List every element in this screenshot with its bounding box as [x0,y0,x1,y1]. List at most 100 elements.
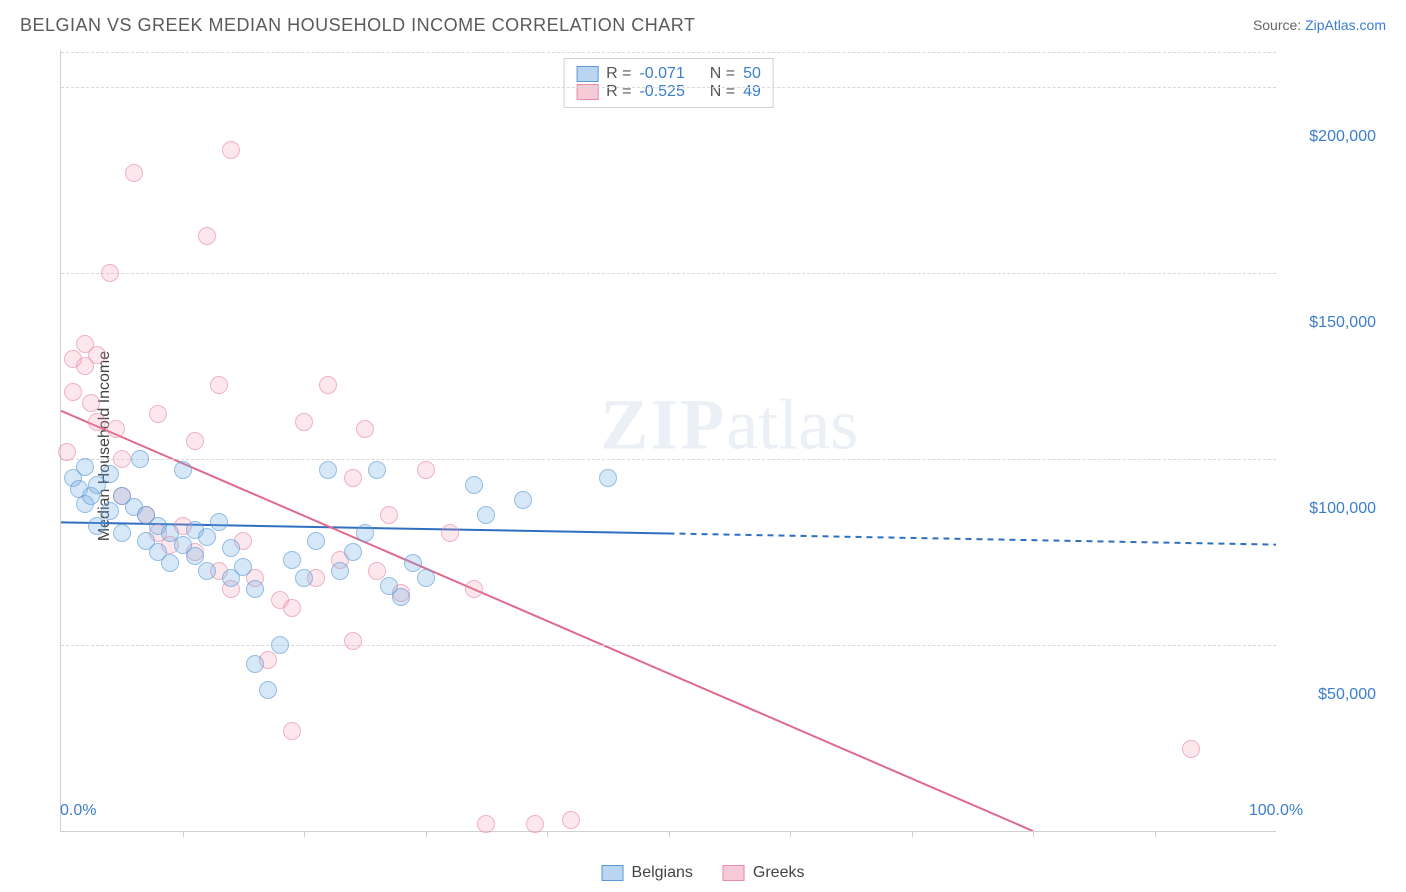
data-point-blue [234,558,252,576]
data-point-pink [283,722,301,740]
gridline [61,52,1276,53]
data-point-pink [344,632,362,650]
data-point-blue [246,655,264,673]
gridline [61,645,1276,646]
data-point-blue [186,547,204,565]
data-point-pink [58,443,76,461]
data-point-pink [283,599,301,617]
r-label: R = [606,65,631,83]
n-label: N = [710,65,735,83]
r-value: -0.525 [639,83,684,101]
data-point-blue [113,524,131,542]
data-point-pink [417,461,435,479]
legend-item: Greeks [723,864,805,882]
data-point-blue [246,580,264,598]
data-point-pink [101,264,119,282]
source-label: Source: [1253,17,1301,33]
data-point-pink [113,450,131,468]
data-point-pink [465,580,483,598]
gridline [61,459,1276,460]
gridline [61,273,1276,274]
y-tick-label: $100,000 [1309,500,1376,518]
data-point-pink [526,815,544,833]
data-point-pink [295,413,313,431]
source-link[interactable]: ZipAtlas.com [1305,17,1386,33]
plot-area: ZIPatlas R = -0.071 N = 50 R = -0.525 N … [60,50,1276,832]
chart-container: ZIPatlas R = -0.071 N = 50 R = -0.525 N … [50,50,1386,832]
data-point-blue [222,539,240,557]
data-point-pink [107,420,125,438]
data-point-blue [392,588,410,606]
n-value: 50 [743,65,761,83]
data-point-pink [186,432,204,450]
x-min-label: 0.0% [60,802,96,820]
x-max-label: 100.0% [1249,802,1303,820]
data-point-pink [344,469,362,487]
data-point-pink [1182,740,1200,758]
watermark-bold: ZIP [600,384,726,464]
data-point-blue [344,543,362,561]
trend-lines [61,50,1276,831]
r-label: R = [606,83,631,101]
data-point-blue [331,562,349,580]
r-value: -0.071 [639,65,684,83]
legend-label: Greeks [753,864,805,882]
data-point-pink [356,420,374,438]
data-point-pink [125,164,143,182]
n-label: N = [710,83,735,101]
stats-row: R = -0.071 N = 50 [576,65,761,83]
data-point-blue [198,562,216,580]
data-point-blue [174,461,192,479]
data-point-blue [356,524,374,542]
x-tick [183,831,184,837]
data-point-blue [319,461,337,479]
watermark-rest: atlas [726,384,858,464]
data-point-pink [368,562,386,580]
legend-swatch [723,865,745,881]
data-point-blue [417,569,435,587]
data-point-blue [477,506,495,524]
y-tick-label: $50,000 [1318,686,1376,704]
data-point-pink [149,405,167,423]
stats-row: R = -0.525 N = 49 [576,83,761,101]
bottom-legend: Belgians Greeks [602,864,805,882]
data-point-pink [82,394,100,412]
data-point-pink [88,413,106,431]
x-tick [1033,831,1034,837]
y-tick-label: $200,000 [1309,128,1376,146]
data-point-blue [161,554,179,572]
data-point-blue [295,569,313,587]
data-point-pink [319,376,337,394]
data-point-blue [101,465,119,483]
source-attribution: Source: ZipAtlas.com [1253,17,1386,33]
data-point-blue [198,528,216,546]
data-point-pink [210,376,228,394]
data-point-blue [465,476,483,494]
data-point-blue [404,554,422,572]
data-point-pink [477,815,495,833]
legend-swatch [602,865,624,881]
x-tick [790,831,791,837]
x-tick [669,831,670,837]
legend-label: Belgians [632,864,693,882]
data-point-pink [198,227,216,245]
data-point-blue [88,517,106,535]
data-point-pink [64,383,82,401]
x-tick [912,831,913,837]
chart-title: BELGIAN VS GREEK MEDIAN HOUSEHOLD INCOME… [20,15,695,36]
watermark: ZIPatlas [600,383,858,466]
data-point-blue [101,502,119,520]
legend-item: Belgians [602,864,693,882]
data-point-blue [271,636,289,654]
stats-legend: R = -0.071 N = 50 R = -0.525 N = 49 [563,58,774,108]
data-point-pink [222,141,240,159]
y-tick-label: $150,000 [1309,314,1376,332]
x-tick [547,831,548,837]
data-point-blue [599,469,617,487]
x-tick [304,831,305,837]
data-point-blue [131,450,149,468]
data-point-blue [210,513,228,531]
n-value: 49 [743,83,761,101]
x-tick [426,831,427,837]
data-point-pink [88,346,106,364]
